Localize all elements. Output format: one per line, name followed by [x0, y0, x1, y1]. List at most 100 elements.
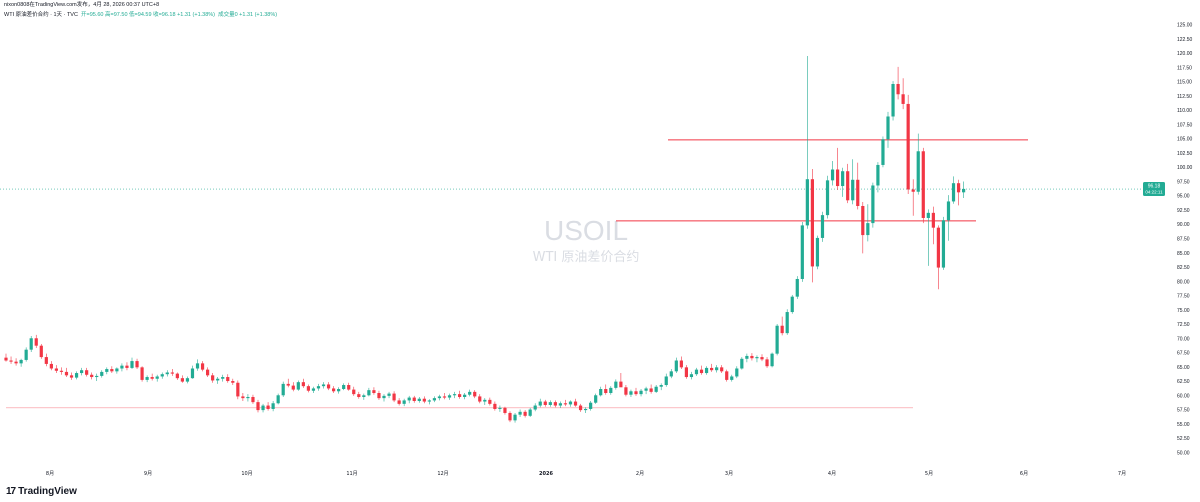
candle-body [90, 374, 94, 378]
candle [805, 56, 809, 229]
candle-body [69, 375, 74, 378]
candle-body [644, 388, 648, 391]
candle [841, 167, 845, 197]
candle-body [160, 374, 164, 377]
candle [412, 395, 416, 403]
candle-body [80, 370, 84, 374]
candle [69, 372, 74, 380]
time-axis[interactable]: 8月 9月 10月 11月 12月 2026 2月 3月 4月 5月 6月 7月 [46, 471, 1126, 477]
candle-body [452, 394, 457, 396]
candle [362, 393, 366, 400]
candle [296, 380, 300, 391]
candle [528, 407, 532, 417]
candle [110, 366, 114, 374]
candle-body [427, 400, 431, 402]
candle [780, 316, 784, 336]
candle-body [846, 171, 850, 201]
candle [397, 398, 401, 406]
candle [876, 162, 880, 193]
candle-body [896, 83, 900, 95]
candle-body [246, 396, 250, 399]
price-tick-label: 92.50 [1177, 208, 1190, 214]
candle-body [387, 393, 391, 396]
candle-body [4, 357, 8, 361]
candle [100, 370, 104, 378]
candle-body [715, 367, 719, 371]
candle [745, 353, 749, 363]
candle-body [856, 179, 860, 207]
candle [357, 391, 361, 399]
candle [120, 363, 124, 372]
candle [558, 401, 562, 408]
candle [306, 384, 310, 393]
candle [916, 133, 920, 195]
candle [473, 390, 477, 399]
chart-header: nixon0808在TradingView.com发布，4月 28, 2026 … [4, 2, 159, 9]
candle-body [165, 372, 169, 375]
candle-body [110, 369, 114, 372]
candle [523, 410, 527, 418]
price-axis[interactable]: 125.00 122.50 120.00 117.50 115.00 112.50 110.… [1177, 23, 1193, 457]
high-value: 高=97.50 [105, 12, 128, 18]
candle-body [236, 382, 240, 397]
candle [886, 111, 890, 148]
candle [342, 383, 346, 391]
candle-body [221, 377, 225, 379]
candle [755, 355, 759, 363]
candle-body [190, 368, 195, 379]
candle-body [226, 377, 230, 382]
candle [326, 382, 331, 391]
candle [311, 386, 316, 394]
candle [584, 407, 588, 413]
candle [105, 367, 109, 375]
candle [699, 365, 704, 375]
candle-body [830, 169, 835, 181]
candle [478, 394, 482, 404]
candle-body [9, 360, 13, 362]
candle [301, 378, 305, 388]
candle [896, 66, 900, 100]
candle [538, 398, 542, 408]
candle-body [432, 398, 436, 401]
candle-body [316, 386, 321, 389]
candle-body [755, 357, 759, 359]
candle-body [64, 371, 69, 376]
candle [911, 179, 915, 216]
candle-body [85, 370, 89, 375]
price-tick-label: 55.00 [1177, 422, 1190, 428]
candle-body [614, 381, 618, 388]
candle-body [861, 206, 865, 236]
candle-body [357, 394, 361, 397]
candle [276, 393, 280, 405]
watermark-symbol: USOIL [544, 215, 628, 246]
time-tick-label: 2026 [539, 471, 553, 477]
logo-text: TradingView [18, 486, 77, 497]
candle-body [886, 116, 890, 140]
candle [206, 367, 210, 378]
candle-body [39, 345, 43, 358]
candle-body [906, 103, 910, 190]
candle [64, 367, 69, 378]
price-tick-label: 125.00 [1177, 23, 1193, 29]
instrument-label[interactable]: WTI 原油差价合约 · 1天 · TVC [4, 12, 78, 18]
candle [54, 365, 58, 374]
candle-body [321, 384, 326, 387]
candle [367, 387, 371, 397]
candle-body [407, 397, 411, 401]
candle-body [866, 223, 870, 236]
candle [513, 412, 517, 423]
candle [785, 309, 789, 335]
price-tick-label: 97.50 [1177, 179, 1190, 185]
candle-body [694, 369, 699, 375]
candle-body [946, 201, 951, 221]
candle-body [533, 405, 537, 410]
candle-body [956, 183, 961, 193]
candle [725, 369, 729, 382]
candle-body [669, 371, 673, 377]
candle [180, 375, 184, 383]
tradingview-logo[interactable]: 17 TradingView [6, 486, 77, 497]
candle [241, 393, 245, 401]
candle-body [921, 151, 925, 218]
candle-body [508, 412, 512, 421]
